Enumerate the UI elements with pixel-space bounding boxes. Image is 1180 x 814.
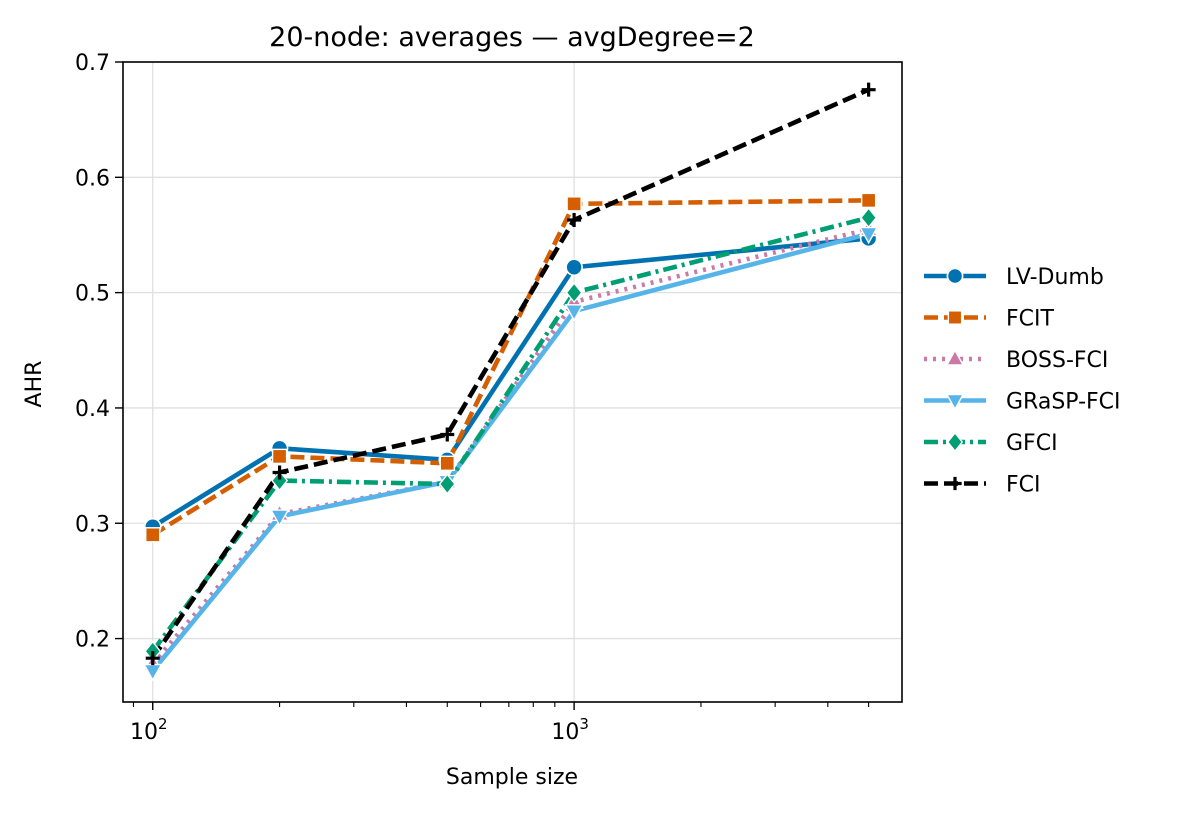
legend-label-boss-fci: BOSS-FCI (1006, 348, 1108, 373)
data-point-fcit (439, 455, 455, 471)
y-tick-label: 0.2 (75, 628, 110, 653)
series-line-fcit (151, 198, 869, 537)
y-tick-label: 0.3 (75, 512, 110, 537)
data-point-grasp-fci (269, 509, 290, 527)
y-tick-label: 0.7 (75, 51, 110, 76)
data-point-fci (145, 651, 160, 666)
series-line-fci (150, 87, 870, 660)
data-point-lv-dumb (565, 258, 583, 277)
data-point-gfci (271, 469, 289, 492)
legend-label-gfci: GFCI (1006, 431, 1058, 456)
data-point-fcit (271, 448, 288, 465)
legend-marker-grasp-fci (945, 393, 965, 411)
legend-label-grasp-fci: GRaSP-FCI (1006, 390, 1121, 415)
axis-ticks: 0.2 0.3 0.4 0.5 0.6 0.7 102 103 (75, 51, 870, 745)
x-axis-label: Sample size (446, 765, 578, 790)
legend-marker-boss-fci (945, 349, 965, 366)
data-point-fcit (145, 527, 161, 543)
legend: LV-Dumb FCIT BOSS-FCI GRaSP-FCI GFCI FCI (924, 265, 1121, 498)
x-tick-label: 103 (551, 715, 589, 745)
data-point-grasp-fci (564, 304, 584, 322)
y-tick-label: 0.6 (75, 166, 110, 191)
legend-marker-gfci (946, 431, 964, 453)
plot-frame (122, 61, 903, 703)
data-point-fci (861, 82, 876, 97)
legend-label-fcit: FCIT (1006, 307, 1055, 332)
data-point-gfci (860, 207, 878, 229)
data-point-gfci (565, 282, 583, 304)
data-point-fcit (566, 196, 582, 212)
legend-marker-fci (948, 476, 962, 491)
y-tick-label: 0.4 (75, 397, 110, 422)
chart-title: 20-node: averages — avgDegree=2 (269, 22, 755, 53)
series-markers (142, 82, 879, 682)
data-point-fcit (860, 192, 877, 209)
legend-label-lv-dumb: LV-Dumb (1006, 265, 1104, 290)
legend-marker-fcit (947, 310, 963, 325)
data-point-fci (567, 212, 582, 227)
data-point-fci (272, 465, 287, 480)
legend-marker-lv-dumb (946, 267, 964, 285)
data-point-gfci (438, 473, 456, 495)
x-tick-label: 102 (130, 715, 168, 745)
y-tick-label: 0.5 (75, 282, 110, 307)
legend-label-fci: FCI (1006, 473, 1041, 498)
data-point-fci (440, 427, 455, 442)
y-axis-label: AHR (22, 361, 47, 408)
